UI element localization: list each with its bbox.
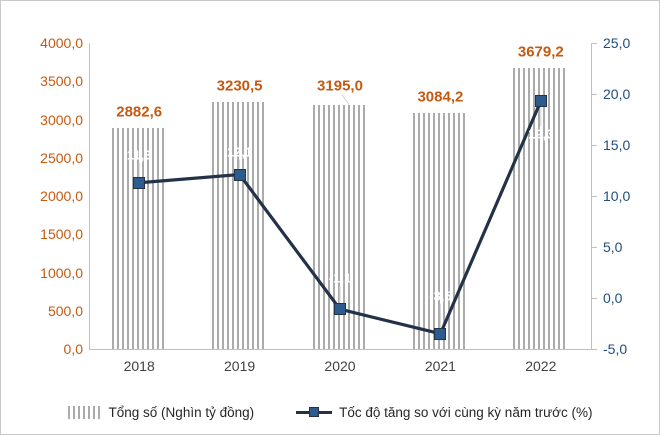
legend-line-label: Tốc độ tăng so với cùng kỳ năm trước (%)	[339, 404, 593, 420]
x-axis-year-label: 2022	[525, 358, 557, 374]
x-axis-year-label: 2018	[123, 358, 155, 374]
line-data-label: -3,5	[429, 288, 452, 304]
x-axis-year-label: 2021	[424, 358, 456, 374]
bar-data-label: 2882,6	[116, 103, 163, 121]
line-data-label: 12,1	[226, 144, 253, 160]
left-axis-tick-label: 3000,0	[40, 111, 83, 128]
legend: Tổng số (Nghìn tỷ đồng) Tốc độ tăng so v…	[1, 399, 659, 425]
right-axis-tick-label: -5,0	[603, 341, 628, 357]
left-axis-tick-label: 4000,0	[40, 35, 83, 51]
bar-data-label: 3230,5	[216, 77, 263, 95]
legend-item-growth: Tốc độ tăng so với cùng kỳ năm trước (%)	[296, 405, 592, 420]
left-axis-tick-label: 3500,0	[40, 73, 83, 90]
right-axis-tick-label: 10,0	[603, 188, 631, 204]
legend-item-total: Tổng số (Nghìn tỷ đồng)	[67, 404, 255, 420]
line-data-label: 11,3	[126, 147, 152, 163]
line-series-swatch-icon	[296, 406, 333, 418]
right-axis-tick-mark	[591, 145, 597, 146]
right-axis-tick-label: 25,0	[603, 35, 631, 51]
right-axis-tick-label: 0,0	[603, 290, 623, 306]
right-axis-tick-mark	[591, 94, 597, 95]
right-axis-tick-mark	[591, 43, 597, 44]
left-axis-tick-label: 1500,0	[40, 226, 83, 243]
right-axis-tick-mark	[591, 247, 597, 248]
left-axis-tick-label: 0,0	[63, 341, 83, 357]
left-axis-line	[89, 43, 90, 349]
line-marker	[133, 176, 146, 189]
line-data-label: 19,3	[528, 126, 554, 142]
bar-data-label: 3084,2	[417, 88, 464, 106]
right-axis-tick-mark	[591, 196, 597, 197]
bar-data-label: 3679,2	[517, 43, 564, 61]
line-marker	[534, 95, 547, 108]
left-axis-tick-label: 1000,0	[40, 264, 83, 281]
x-axis-line	[89, 349, 591, 350]
x-axis-year-label: 2020	[324, 358, 356, 374]
right-axis-tick-label: 20,0	[603, 86, 631, 102]
bar-data-label: 3195,0	[317, 77, 363, 95]
line-marker	[233, 168, 246, 181]
left-axis-tick-label: 2500,0	[40, 149, 83, 166]
right-axis-tick-mark	[591, 298, 597, 299]
right-axis-tick-label: 5,0	[603, 239, 623, 255]
left-axis-tick-label: 500,0	[47, 302, 83, 319]
total-bar	[212, 101, 268, 349]
line-marker	[434, 327, 447, 340]
right-axis-tick-mark	[591, 349, 597, 350]
bar-series-swatch-icon	[67, 405, 102, 419]
right-axis-tick-label: 15,0	[603, 137, 631, 153]
legend-bar-label: Tổng số (Nghìn tỷ đồng)	[108, 404, 255, 420]
x-axis-year-label: 2019	[224, 358, 256, 374]
line-marker	[334, 303, 346, 316]
line-data-label: -1,1	[328, 270, 352, 286]
left-axis-tick-label: 2000,0	[40, 188, 83, 204]
